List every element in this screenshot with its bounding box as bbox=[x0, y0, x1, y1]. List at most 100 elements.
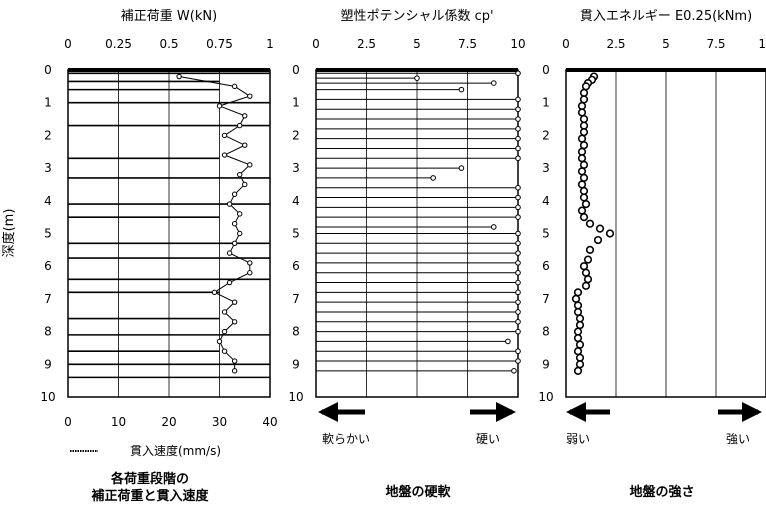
x-tick-label: 5 bbox=[413, 37, 421, 51]
cp-point bbox=[515, 240, 521, 247]
x-tick-label: 10 bbox=[510, 37, 525, 51]
depth-tick-label: 5 bbox=[542, 227, 550, 241]
depth-tick-label: 2 bbox=[44, 128, 52, 142]
depth-axis-label: 深度(m) bbox=[1, 209, 17, 258]
depth-tick-label: 0 bbox=[44, 63, 52, 77]
energy-point bbox=[581, 82, 591, 91]
speed-point bbox=[216, 338, 223, 345]
cp-point bbox=[515, 328, 521, 335]
depth-tick-label: 5 bbox=[44, 227, 52, 241]
depth-tick-label: 9 bbox=[44, 357, 52, 371]
depth-tick-label: 4 bbox=[292, 194, 300, 208]
energy-point bbox=[577, 180, 587, 189]
depth-tick-label: 6 bbox=[542, 259, 550, 273]
speed-point bbox=[216, 103, 223, 109]
speed-point bbox=[231, 83, 238, 90]
energy-point bbox=[577, 108, 587, 117]
depth-tick-label: 2 bbox=[542, 128, 550, 142]
speed-point bbox=[242, 113, 248, 119]
depth-tick-label: 0 bbox=[542, 63, 550, 77]
direction-left-label: 軟らかい bbox=[322, 431, 370, 446]
cp-point bbox=[515, 260, 521, 266]
energy-point bbox=[573, 327, 583, 336]
x-tick-label: 0 bbox=[562, 37, 570, 51]
panel-caption: 補正荷重と貫入速度 bbox=[90, 488, 209, 504]
energy-point bbox=[575, 320, 585, 330]
depth-tick-label: 3 bbox=[292, 161, 300, 175]
penetration-speed-line bbox=[179, 76, 251, 371]
cp-point bbox=[490, 80, 497, 86]
energy-point bbox=[581, 199, 591, 209]
x-tick-label: 7.5 bbox=[458, 37, 477, 51]
depth-tick-label: 1 bbox=[542, 96, 550, 110]
depth-tick-label: 4 bbox=[44, 194, 52, 208]
speed-point bbox=[231, 191, 238, 197]
depth-tick-label: 8 bbox=[44, 325, 52, 339]
depth-tick-label: 7 bbox=[292, 292, 300, 306]
speed-point bbox=[176, 73, 182, 80]
panel-title: 貫入エネルギー E0.25(kNm) bbox=[580, 9, 752, 24]
energy-point bbox=[575, 340, 585, 349]
speed-point bbox=[237, 211, 243, 217]
panel-title: 塑性ポテンシャル係数 cp' bbox=[340, 9, 493, 24]
cp-point bbox=[490, 224, 497, 230]
depth-tick-label: 3 bbox=[542, 161, 550, 175]
speed-point bbox=[231, 220, 238, 227]
energy-point bbox=[573, 288, 583, 297]
panel-caption: 各荷重段階の bbox=[110, 471, 189, 487]
energy-point bbox=[577, 101, 587, 111]
x-tick-label: 5 bbox=[662, 37, 670, 51]
energy-point bbox=[583, 275, 593, 284]
energy-point bbox=[579, 141, 589, 150]
energy-point bbox=[577, 147, 587, 156]
speed-point bbox=[221, 152, 228, 158]
speed-point bbox=[231, 358, 238, 364]
cp-point bbox=[515, 289, 521, 296]
depth-tick-label: 8 bbox=[542, 325, 550, 339]
depth-tick-label: 9 bbox=[542, 357, 550, 371]
cp-point bbox=[515, 318, 521, 325]
x-tick-label: 0.5 bbox=[159, 37, 178, 51]
bottom-tick-label: 0 bbox=[64, 415, 72, 429]
speed-point bbox=[226, 250, 233, 256]
x-tick-label: 0 bbox=[312, 37, 320, 51]
energy-point bbox=[577, 206, 587, 215]
speed-point bbox=[226, 201, 233, 207]
energy-point bbox=[579, 173, 589, 183]
x-tick-label: 0.25 bbox=[105, 37, 132, 51]
cp-point bbox=[515, 135, 521, 142]
cp-point bbox=[515, 184, 521, 191]
depth-tick-label: 10 bbox=[538, 390, 553, 404]
energy-point bbox=[579, 88, 589, 97]
cp-point bbox=[505, 338, 511, 345]
energy-point bbox=[571, 294, 581, 304]
energy-point bbox=[583, 255, 593, 264]
depth-tick-label: 1 bbox=[44, 96, 52, 110]
energy-point bbox=[577, 154, 587, 163]
energy-point bbox=[605, 229, 615, 238]
energy-point bbox=[575, 314, 585, 323]
energy-point bbox=[579, 160, 589, 169]
depth-tick-label: 8 bbox=[292, 325, 300, 339]
speed-point bbox=[211, 289, 218, 296]
x-tick-label: 1 bbox=[266, 37, 274, 51]
speed-point bbox=[226, 279, 233, 286]
energy-point bbox=[573, 347, 583, 356]
cp-point bbox=[515, 96, 521, 103]
speed-point bbox=[231, 368, 238, 374]
cp-point bbox=[515, 70, 521, 77]
x-tick-label: 7.5 bbox=[706, 37, 725, 51]
speed-point bbox=[247, 93, 253, 99]
x-tick-label: 2.5 bbox=[606, 37, 625, 51]
cp-point bbox=[458, 86, 465, 93]
direction-left-label: 弱い bbox=[566, 432, 590, 446]
energy-point bbox=[579, 121, 589, 130]
bottom-axis-label: 貫入速度(mm/s) bbox=[130, 443, 221, 458]
cp-point bbox=[515, 155, 521, 162]
cp-point bbox=[515, 269, 521, 276]
energy-point bbox=[575, 360, 585, 369]
panel-2: 塑性ポテンシャル係数 cp' 0 2.5 5 7.5 10 0 1 2 3 4 5 6 7 8 9 10 軟らかい… bbox=[288, 9, 525, 500]
energy-point bbox=[581, 268, 591, 277]
